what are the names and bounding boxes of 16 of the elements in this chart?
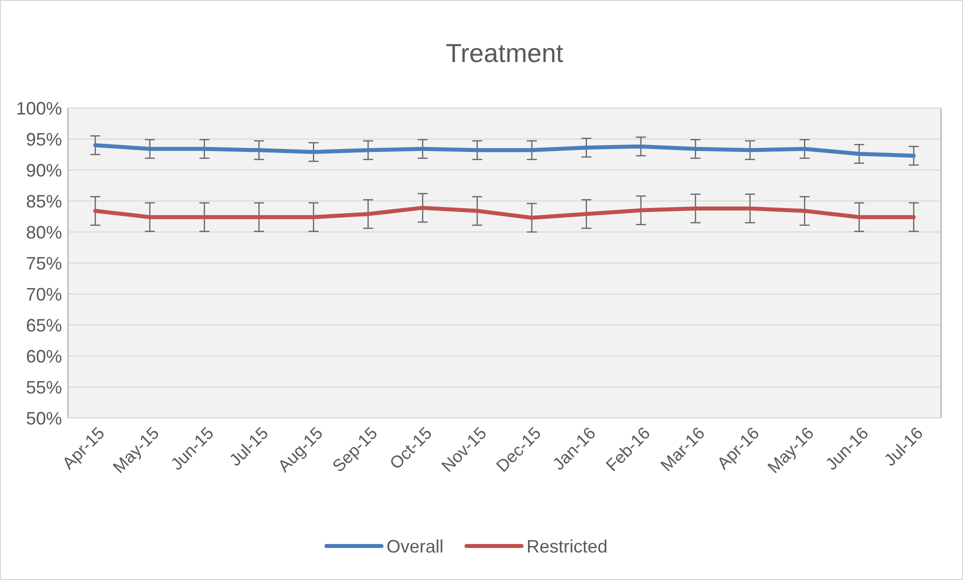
line-series — [93, 143, 916, 158]
y-tick-label: 100% — [16, 98, 62, 118]
legend-label: Restricted — [526, 536, 608, 556]
y-tick-label: 60% — [26, 346, 62, 366]
legend-label: Overall — [386, 536, 444, 556]
y-tick-label: 50% — [26, 408, 62, 428]
y-tick-label: 65% — [26, 315, 62, 336]
line-series — [93, 206, 916, 220]
y-tick-label: 80% — [26, 222, 62, 242]
chart-title: Treatment — [446, 38, 564, 68]
y-tick-label: 70% — [26, 284, 62, 304]
y-tick-label: 75% — [26, 253, 62, 274]
y-tick-label: 95% — [26, 129, 62, 150]
y-tick-label: 90% — [26, 160, 62, 180]
y-tick-label: 85% — [26, 191, 62, 212]
y-tick-label: 55% — [26, 377, 62, 398]
